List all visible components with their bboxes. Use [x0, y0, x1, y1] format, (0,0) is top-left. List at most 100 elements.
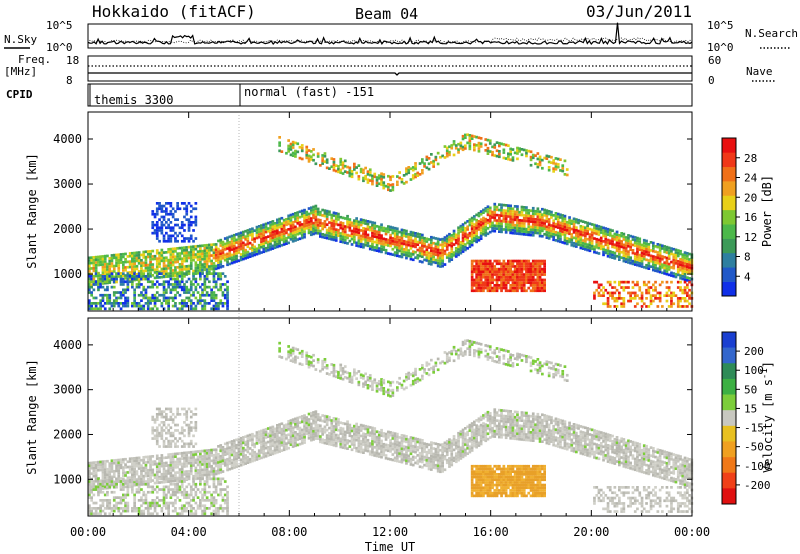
power-cell [466, 225, 469, 229]
velocity-cell [151, 415, 155, 419]
power-cell [543, 211, 546, 214]
power-cell [670, 299, 673, 303]
power-cell [341, 235, 345, 239]
power-cell [547, 223, 551, 227]
power-cell [554, 230, 558, 234]
power-cell [214, 283, 218, 286]
power-cell [162, 204, 166, 208]
power-cell [131, 280, 134, 284]
power-cell [507, 225, 510, 229]
power-cell [88, 307, 91, 311]
power-cell [436, 151, 440, 155]
power-cell [140, 277, 143, 281]
velocity-cell [162, 496, 166, 499]
power-cell [88, 270, 91, 273]
power-cell [400, 239, 404, 243]
velocity-cell [137, 485, 141, 489]
power-cell [169, 221, 173, 224]
velocity-cell [183, 454, 186, 457]
power-colorbar-cell [722, 195, 736, 211]
velocity-cell [124, 509, 127, 513]
power-cell [235, 252, 238, 255]
power-cell [187, 202, 191, 205]
power-cell [303, 216, 306, 220]
power-cell [565, 239, 569, 243]
power-cell [341, 221, 345, 225]
velocity-cell [88, 480, 91, 483]
power-cell [291, 234, 295, 238]
power-cell [529, 225, 533, 229]
power-cell [146, 263, 150, 267]
power-cell [618, 244, 621, 248]
velocity-cell [183, 465, 186, 468]
power-cell [219, 302, 223, 305]
power-cell [565, 231, 569, 235]
velocity-cell [133, 457, 136, 460]
power-cell [491, 286, 494, 290]
velocity-cell [92, 512, 96, 516]
power-cell [253, 240, 256, 243]
power-cell [237, 232, 241, 235]
power-cell [323, 214, 327, 218]
velocity-cell [128, 481, 132, 485]
power-cell [475, 143, 478, 147]
power-cell [205, 293, 209, 297]
power-cell [194, 237, 198, 240]
power-cell [595, 251, 599, 255]
velocity-cell [194, 512, 198, 516]
power-cell [300, 231, 304, 234]
power-cell [556, 165, 560, 169]
power-cell [126, 283, 130, 286]
power-cell [262, 228, 266, 232]
power-cell [502, 267, 506, 271]
power-cell [94, 296, 98, 300]
power-cell [556, 215, 560, 219]
power-cell [348, 226, 352, 229]
power-cell [618, 234, 621, 237]
power-cell [488, 267, 492, 271]
power-cell [146, 255, 150, 259]
power-cell [416, 235, 420, 238]
velocity-cell [160, 429, 164, 432]
power-cell [443, 236, 447, 239]
power-cell [212, 264, 216, 268]
velocity-cell [203, 507, 207, 510]
power-cell [253, 229, 256, 232]
power-cell [176, 280, 179, 284]
velocity-cell [167, 477, 170, 481]
power-cell [647, 243, 651, 246]
power-cell [257, 249, 261, 252]
power-cell [627, 236, 630, 240]
velocity-cell [185, 451, 189, 455]
power-cell [199, 275, 202, 278]
power-cell [140, 253, 143, 257]
velocity-cell [189, 442, 193, 446]
velocity-cell [169, 482, 173, 486]
power-cell [169, 283, 173, 286]
power-cell [516, 210, 519, 214]
power-cell [251, 243, 254, 247]
power-cell [167, 258, 170, 262]
power-cell [171, 271, 175, 275]
power-cell [633, 260, 637, 264]
power-cell [423, 162, 426, 165]
frequency-panel-frame [87, 55, 693, 82]
power-colorbar-tick-label: 4 [744, 270, 751, 283]
power-cell [409, 257, 413, 261]
power-cell [441, 240, 444, 244]
power-cell [176, 255, 179, 258]
power-cell [199, 296, 202, 300]
power-cell [686, 270, 689, 274]
velocity-cell [99, 463, 102, 466]
velocity-cell [124, 474, 127, 477]
power-cell [276, 229, 279, 232]
power-cell [409, 247, 413, 250]
velocity-cell [194, 423, 198, 427]
power-cell [688, 280, 691, 284]
velocity-cell [158, 423, 161, 427]
power-cell [525, 270, 528, 274]
power-cell [230, 248, 234, 251]
power-cell [414, 167, 417, 171]
power-cell [402, 242, 406, 246]
power-cell [421, 255, 424, 258]
